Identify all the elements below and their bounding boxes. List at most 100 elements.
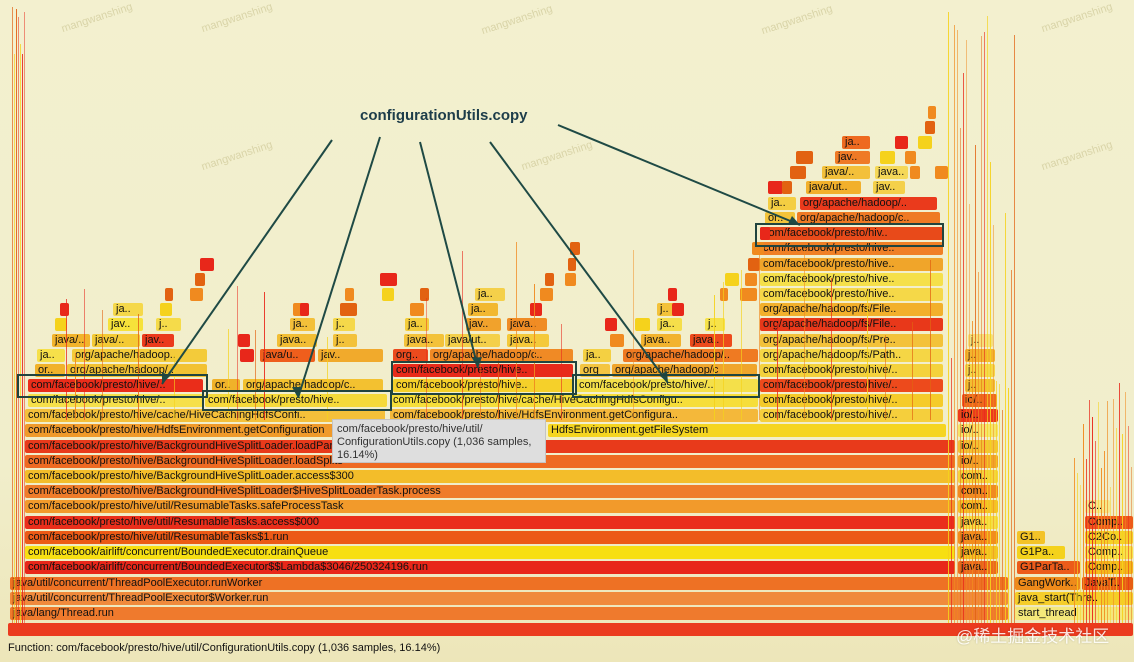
flame-frame[interactable]: ja.. bbox=[405, 318, 429, 331]
flame-frame[interactable]: Comp.. bbox=[1085, 561, 1133, 574]
flame-frame[interactable]: ja.. bbox=[768, 197, 796, 210]
flame-frame[interactable]: java.. bbox=[641, 334, 681, 347]
flame-frame[interactable]: java/util/concurrent/ThreadPoolExecutor.… bbox=[10, 577, 1008, 590]
flame-frame[interactable] bbox=[925, 121, 935, 134]
flame-frame[interactable] bbox=[635, 318, 650, 331]
flame-frame[interactable] bbox=[190, 288, 203, 301]
flame-frame[interactable]: com/facebook/presto/hive/.. bbox=[760, 394, 943, 407]
flame-frame[interactable]: com/facebook/presto/hiv.. bbox=[760, 227, 943, 240]
flame-frame[interactable]: ja.. bbox=[842, 136, 870, 149]
flame-frame[interactable]: org.. bbox=[393, 349, 428, 362]
flame-frame[interactable] bbox=[8, 623, 1133, 636]
flame-frame[interactable] bbox=[200, 258, 214, 271]
flame-frame[interactable] bbox=[568, 258, 576, 271]
flame-frame[interactable] bbox=[540, 288, 553, 301]
flame-frame[interactable] bbox=[745, 273, 757, 286]
flame-frame[interactable]: com/facebook/presto/hive/util/ResumableT… bbox=[25, 500, 955, 513]
flame-frame[interactable]: java/ut.. bbox=[806, 181, 861, 194]
flame-frame[interactable]: jav.. bbox=[142, 334, 174, 347]
flame-frame[interactable] bbox=[790, 166, 806, 179]
flame-frame[interactable]: java.. bbox=[277, 334, 317, 347]
flame-frame[interactable]: jav.. bbox=[108, 318, 143, 331]
flame-frame[interactable]: java.. bbox=[690, 334, 732, 347]
flame-frame[interactable]: java/.. bbox=[52, 334, 90, 347]
flame-frame[interactable]: jav.. bbox=[466, 318, 501, 331]
flame-frame[interactable] bbox=[748, 258, 760, 271]
flame-frame[interactable]: java/u.. bbox=[260, 349, 315, 362]
flame-frame[interactable]: HdfsEnvironment.getFileSystem bbox=[548, 424, 946, 437]
flame-frame[interactable] bbox=[720, 288, 728, 301]
flame-frame[interactable] bbox=[570, 242, 580, 255]
flame-frame[interactable] bbox=[60, 303, 69, 316]
flame-frame[interactable]: com/facebook/presto/hive.. bbox=[760, 288, 943, 301]
flame-frame[interactable]: j.. bbox=[705, 318, 725, 331]
flame-frame[interactable]: org/apache/hadoop/c.. bbox=[430, 349, 573, 362]
flame-frame[interactable] bbox=[195, 273, 205, 286]
flame-frame[interactable]: or.. bbox=[35, 364, 65, 377]
flame-frame[interactable] bbox=[610, 334, 624, 347]
flame-frame[interactable]: ja.. bbox=[583, 349, 611, 362]
flame-frame[interactable]: ja.. bbox=[37, 349, 65, 362]
flame-frame[interactable] bbox=[668, 288, 677, 301]
flame-frame[interactable] bbox=[760, 227, 770, 240]
flame-frame[interactable]: com/facebook/presto/hive/BackgroundHiveS… bbox=[25, 485, 955, 498]
flame-frame[interactable]: or.. bbox=[765, 212, 795, 225]
flame-frame[interactable]: org/apache/hadoop/c.. bbox=[243, 379, 383, 392]
flame-frame[interactable] bbox=[420, 288, 429, 301]
flame-frame[interactable] bbox=[782, 181, 792, 194]
flame-frame[interactable] bbox=[545, 273, 554, 286]
flame-frame[interactable]: com/facebook/presto/hive/.. bbox=[760, 409, 943, 422]
flame-frame[interactable]: org/apache/hadoop/c.. bbox=[797, 212, 940, 225]
flame-frame[interactable]: com/facebook/presto/hive.. bbox=[393, 364, 573, 377]
flame-frame[interactable]: org/apache/hadoop/.. bbox=[800, 197, 937, 210]
flame-frame[interactable]: com/facebook/presto/hive/HdfsEnvironment… bbox=[390, 409, 758, 422]
flame-frame[interactable]: org/apache/hadoop/fs/Path.. bbox=[760, 349, 943, 362]
flame-frame[interactable] bbox=[880, 151, 895, 164]
flame-frame[interactable]: org/apache/hadoop/fs/File.. bbox=[760, 303, 943, 316]
flame-frame[interactable] bbox=[740, 288, 757, 301]
flame-frame[interactable]: com.. bbox=[958, 485, 998, 498]
flame-frame[interactable]: ja.. bbox=[113, 303, 143, 316]
flame-frame[interactable] bbox=[55, 318, 67, 331]
flame-frame[interactable] bbox=[796, 151, 813, 164]
flame-frame[interactable] bbox=[530, 303, 542, 316]
flame-frame[interactable]: java.. bbox=[958, 531, 998, 544]
flame-frame[interactable] bbox=[240, 349, 254, 362]
flame-frame[interactable]: org/apache/hadoop/.. bbox=[623, 349, 758, 362]
flame-frame[interactable]: com/facebook/presto/hive/.. bbox=[760, 379, 943, 392]
flame-frame[interactable]: com/facebook/presto/hive/util/ResumableT… bbox=[25, 516, 955, 529]
flame-frame[interactable]: G1ParTa.. bbox=[1017, 561, 1080, 574]
flame-frame[interactable] bbox=[565, 273, 576, 286]
flame-frame[interactable]: com/facebook/presto/hive.. bbox=[760, 258, 943, 271]
flame-frame[interactable]: java/util/concurrent/ThreadPoolExecutor$… bbox=[10, 592, 1008, 605]
flame-frame[interactable]: j.. bbox=[333, 334, 357, 347]
flame-frame[interactable]: ja.. bbox=[290, 318, 315, 331]
flame-frame[interactable] bbox=[768, 181, 783, 194]
flame-frame[interactable] bbox=[672, 303, 684, 316]
flame-frame[interactable] bbox=[165, 288, 173, 301]
flame-frame[interactable]: GangWork.. bbox=[1015, 577, 1080, 590]
flame-frame[interactable]: com/facebook/airlift/concurrent/BoundedE… bbox=[25, 546, 955, 559]
flame-frame[interactable]: org bbox=[580, 364, 610, 377]
flame-frame[interactable] bbox=[160, 303, 172, 316]
flame-frame[interactable]: java.. bbox=[404, 334, 444, 347]
flame-frame[interactable] bbox=[895, 136, 908, 149]
flame-frame[interactable] bbox=[725, 273, 739, 286]
flame-frame[interactable]: com/facebook/presto/hive/.. bbox=[28, 379, 203, 392]
flame-frame[interactable]: java/lang/Thread.run bbox=[10, 607, 1008, 620]
flame-frame[interactable]: jav.. bbox=[318, 349, 383, 362]
flame-frame[interactable]: com/facebook/presto/hive/cache/HiveCachi… bbox=[25, 409, 385, 422]
flame-frame[interactable]: jav.. bbox=[873, 181, 905, 194]
flame-frame[interactable] bbox=[918, 136, 932, 149]
flame-frame[interactable]: java/ut.. bbox=[445, 334, 500, 347]
flame-frame[interactable]: com/facebook/presto/hive/.. bbox=[576, 379, 758, 392]
flame-frame[interactable] bbox=[340, 303, 357, 316]
flame-frame[interactable]: com/facebook/presto/hive/util/ResumableT… bbox=[25, 531, 955, 544]
flame-frame[interactable]: com/facebook/presto/hive/BackgroundHiveS… bbox=[25, 470, 955, 483]
flame-frame[interactable]: ja.. bbox=[657, 318, 682, 331]
flame-frame[interactable]: com/facebook/presto/hive.. bbox=[393, 379, 573, 392]
flame-frame[interactable]: com/facebook/airlift/concurrent/BoundedE… bbox=[25, 561, 955, 574]
flame-frame[interactable] bbox=[928, 106, 936, 119]
flame-frame[interactable] bbox=[410, 303, 424, 316]
flame-frame[interactable]: ja.. bbox=[475, 288, 505, 301]
